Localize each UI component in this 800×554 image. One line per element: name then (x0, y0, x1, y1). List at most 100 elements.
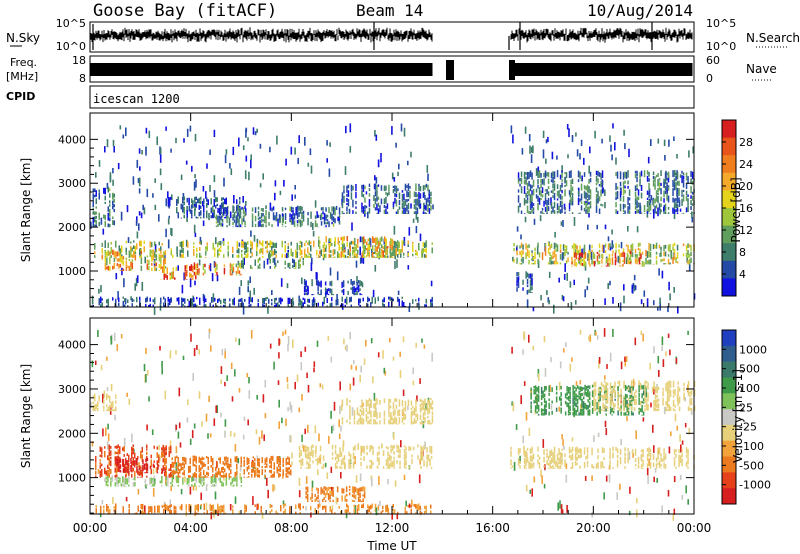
heatmap-cell (352, 249, 354, 256)
heatmap-cell (131, 254, 133, 258)
heatmap-cell (107, 476, 109, 483)
heatmap-cell (113, 262, 116, 269)
heatmap-cell (353, 410, 356, 415)
heatmap-cell (623, 380, 625, 389)
heatmap-cell (130, 261, 132, 268)
nave-label: Nave (746, 62, 777, 76)
heatmap-cell (325, 505, 327, 513)
heatmap-cell (549, 257, 551, 265)
heatmap-cell (332, 216, 335, 223)
scatter-cell (125, 127, 127, 137)
heatmap-cell (553, 454, 556, 461)
heatmap-cell (282, 469, 284, 476)
heatmap-cell (124, 304, 126, 307)
heatmap-cell (558, 190, 560, 199)
heatmap-cell (182, 204, 184, 213)
heatmap-cell (567, 257, 569, 262)
heatmap-cell (374, 398, 377, 402)
heatmap-cell (202, 272, 205, 276)
heatmap-cell (552, 256, 554, 259)
heatmap-cell (143, 246, 145, 253)
heatmap-cell (385, 185, 387, 191)
heatmap-cell (410, 411, 413, 419)
heatmap-cell (329, 490, 331, 494)
scatter-cell (408, 227, 411, 236)
heatmap-cell (675, 257, 677, 263)
scatter-cell (632, 452, 634, 458)
heatmap-cell (385, 196, 387, 204)
heatmap-cell (317, 504, 319, 509)
heatmap-cell (588, 391, 591, 397)
heatmap-cell (182, 476, 184, 478)
scatter-cell (526, 289, 529, 295)
heatmap-cell (234, 456, 236, 463)
heatmap-cell (240, 262, 242, 269)
heatmap-cell (239, 208, 242, 216)
heatmap-cell (391, 238, 393, 244)
heatmap-cell (614, 398, 616, 401)
heatmap-cell (360, 500, 363, 502)
heatmap-cell (270, 469, 272, 474)
scatter-cell (120, 334, 123, 339)
heatmap-cell (348, 485, 351, 488)
scatter-cell (588, 165, 590, 174)
heatmap-cell (529, 203, 532, 211)
x-tick-label: 20:00 (576, 521, 611, 535)
heatmap-cell (152, 299, 154, 303)
heatmap-cell (210, 476, 213, 484)
heatmap-cell (360, 451, 362, 456)
heatmap-cell (131, 446, 133, 452)
heatmap-cell (338, 253, 340, 258)
heatmap-cell (274, 298, 276, 304)
heatmap-cell (669, 244, 671, 253)
heatmap-cell (549, 244, 551, 250)
heatmap-cell (140, 254, 142, 258)
heatmap-cell (250, 240, 252, 244)
scatter-cell (175, 137, 177, 144)
heatmap-cell (338, 207, 341, 215)
heatmap-cell (299, 205, 302, 214)
heatmap-cell (520, 171, 523, 177)
scatter-cell (141, 282, 144, 291)
heatmap-cell (225, 477, 228, 486)
heatmap-cell (270, 460, 272, 469)
scatter-cell (286, 253, 288, 259)
heatmap-cell (179, 505, 181, 510)
heatmap-cell (149, 249, 151, 257)
heatmap-cell (578, 253, 581, 261)
heatmap-cell (109, 512, 111, 514)
scatter-cell (661, 270, 664, 279)
heatmap-cell (360, 462, 362, 467)
scatter-cell (256, 503, 259, 511)
heatmap-cell (398, 399, 401, 407)
heatmap-cell (655, 242, 658, 249)
heatmap-cell (358, 412, 360, 416)
heatmap-cell (119, 252, 121, 258)
heatmap-cell (685, 245, 688, 252)
heatmap-cell (302, 302, 304, 307)
heatmap-cell (397, 254, 399, 258)
heatmap-cell (292, 297, 294, 305)
heatmap-cell (265, 224, 267, 228)
scatter-cell (175, 424, 178, 430)
scatter-cell (561, 295, 564, 300)
heatmap-cell (335, 205, 338, 210)
heatmap-cell (361, 504, 363, 508)
scatter-cell (195, 179, 197, 188)
scatter-cell (563, 348, 565, 353)
heatmap-cell (330, 249, 332, 253)
heatmap-cell (533, 400, 535, 404)
heatmap-cell (641, 385, 643, 390)
heatmap-cell (561, 182, 563, 188)
heatmap-cell (185, 504, 187, 511)
heatmap-cell (644, 388, 646, 394)
heatmap-cell (393, 456, 395, 459)
heatmap-cell (380, 185, 383, 191)
heatmap-cell (572, 404, 574, 411)
heatmap-cell (277, 302, 279, 307)
heatmap-cell (585, 186, 587, 191)
scatter-cell (126, 392, 128, 397)
heatmap-cell (395, 185, 398, 194)
heatmap-cell (553, 260, 556, 265)
heatmap-cell (674, 404, 676, 408)
